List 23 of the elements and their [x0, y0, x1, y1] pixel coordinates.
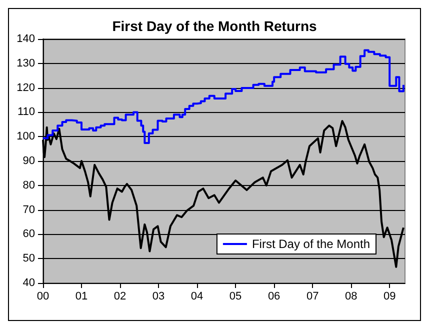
- y-tick-label: 60: [22, 228, 35, 240]
- x-tick-label: 02: [114, 290, 126, 302]
- x-tick-label: 08: [344, 290, 358, 302]
- y-tick-label: 40: [22, 277, 35, 289]
- x-tick-label: 07: [306, 290, 319, 302]
- x-tick-label: 09: [383, 290, 396, 302]
- x-tick-label: 03: [152, 290, 165, 302]
- y-tick-label: 140: [16, 33, 35, 45]
- y-tick-label: 80: [22, 179, 35, 192]
- x-tick-label: 05: [229, 290, 242, 302]
- x-tick-label: 01: [75, 290, 88, 302]
- y-tick-label: 110: [17, 106, 35, 118]
- y-tick-label: 100: [16, 130, 35, 143]
- chart-title: First Day of the Month Returns: [112, 18, 317, 34]
- x-tick-label: 00: [36, 290, 50, 302]
- x-tick-label: 06: [268, 290, 280, 302]
- y-tick-label: 70: [22, 204, 35, 216]
- y-tick-label: 90: [22, 155, 35, 167]
- x-tick-label: 04: [190, 290, 204, 302]
- y-tick-label: 130: [16, 57, 35, 70]
- y-tick-label: 50: [22, 252, 35, 265]
- y-tick-label: 120: [16, 82, 35, 94]
- legend-label: First Day of the Month: [252, 237, 370, 251]
